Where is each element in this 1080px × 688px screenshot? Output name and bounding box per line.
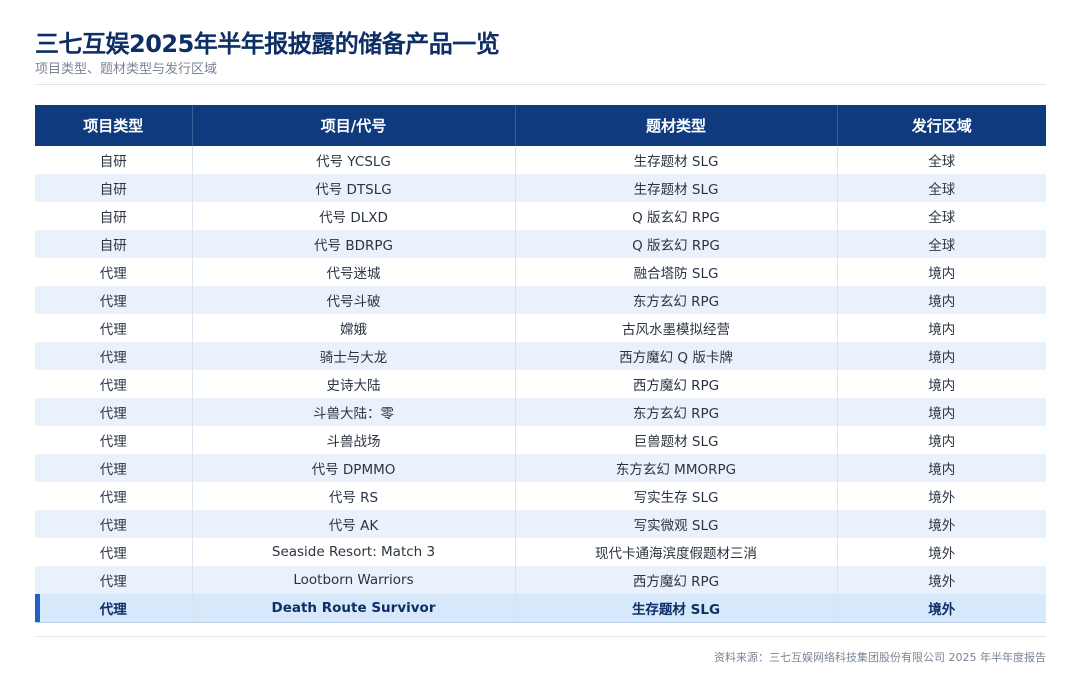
table-cell: 境外 (836, 482, 1046, 510)
table-cell: 境内 (836, 398, 1046, 426)
column-header: 发行区域 (836, 105, 1046, 146)
table-cell: 骑士与大龙 (191, 342, 515, 370)
table-cell: 东方玄幻 MMORPG (514, 454, 837, 482)
table-cell: 全球 (836, 202, 1046, 230)
table-cell: 现代卡通海滨度假题材三消 (514, 538, 837, 566)
table-row: 自研 代号 YCSLG 生存题材 SLG 全球 (35, 146, 1046, 174)
table-cell: 古风水墨模拟经营 (514, 314, 837, 342)
table-cell: 境内 (836, 426, 1046, 454)
table-cell: Death Route Survivor (191, 594, 515, 623)
table-cell: 代号 AK (191, 510, 515, 538)
table-cell: 代理 (35, 398, 192, 426)
table-cell: 西方魔幻 Q 版卡牌 (514, 342, 837, 370)
table-cell: 斗兽大陆：零 (191, 398, 515, 426)
table-cell: 自研 (99, 154, 127, 170)
table-cell: 代理 (99, 434, 127, 450)
table-cell: 生存题材 SLG (514, 146, 837, 174)
table-cell: 代理 (99, 266, 127, 282)
table-cell: 代号 YCSLG (191, 146, 515, 174)
table-body: 自研 代号 YCSLG 生存题材 SLG 全球 自研 代号 DTSLG 生存题材 SLG 全球… (35, 146, 1046, 623)
table-row: 代理 史诗大陆 西方魔幻 RPG 境内 (35, 370, 1046, 398)
table-cell: 斗兽战场 (191, 426, 515, 454)
table-cell: 全球 (836, 174, 1046, 202)
divider (35, 84, 1046, 85)
table-cell: 境内 (836, 314, 1046, 342)
table-cell: 西方魔幻 RPG (514, 566, 837, 594)
table-cell: 代号 RS (191, 482, 515, 510)
table-row: 代理 代号 AK 写实微观 SLG 境外 (35, 510, 1046, 538)
table-row: 代理 骑士与大龙 西方魔幻 Q 版卡牌 境内 (35, 342, 1046, 370)
table-cell: 东方玄幻 RPG (514, 286, 837, 314)
table-cell: 代理 (35, 342, 192, 370)
table-cell: Q 版玄幻 RPG (514, 202, 837, 230)
table-row: 代理 Death Route Survivor 生存题材 SLG 境外 (35, 594, 1046, 623)
table-cell: 代号迷城 (191, 258, 515, 286)
table-cell: 代理 (99, 490, 127, 506)
table-row: 代理 斗兽大陆：零 东方玄幻 RPG 境内 (35, 398, 1046, 426)
table-cell: 写实生存 SLG (514, 482, 837, 510)
table-cell: Seaside Resort: Match 3 (191, 538, 515, 566)
table-cell: 代号 DLXD (191, 202, 515, 230)
table-cell: 自研 (99, 210, 127, 226)
table-row: 代理 嫦娥 古风水墨模拟经营 境内 (35, 314, 1046, 342)
table-cell: 融合塔防 SLG (514, 258, 837, 286)
subtitle: 项目类型、题材类型与发行区域 (35, 62, 218, 77)
table-cell: 代号 DTSLG (191, 174, 515, 202)
table: 项目类型 项目/代号 题材类型 发行区域 自研 代号 YCSLG 生存题材 SLG 全球 自研… (35, 105, 1046, 623)
table-cell: 巨兽题材 SLG (514, 426, 837, 454)
table-cell: 生存题材 SLG (514, 594, 837, 623)
column-header: 项目类型 (35, 105, 192, 146)
title: 三七互娱2025年半年报披露的储备产品一览 (35, 30, 500, 58)
table-cell: 境外 (836, 510, 1046, 538)
table-cell: 境内 (836, 342, 1046, 370)
table-cell: 代理 (99, 322, 127, 338)
table-cell: 自研 (35, 230, 192, 258)
table-cell: 写实微观 SLG (514, 510, 837, 538)
table-cell: 境内 (836, 258, 1046, 286)
divider (35, 636, 1046, 637)
source-note: 资料来源：三七互娱网络科技集团股份有限公司 2025 年半年度报告 (714, 651, 1046, 664)
table-cell: Q 版玄幻 RPG (514, 230, 837, 258)
table-cell: 代号斗破 (191, 286, 515, 314)
table-cell: 代理 (35, 566, 192, 594)
table-cell: 代理 (99, 546, 127, 562)
table-cell: 境内 (836, 286, 1046, 314)
table-cell: 代理 (99, 378, 127, 394)
table-cell: 全球 (836, 146, 1046, 174)
table-cell: 嫦娥 (191, 314, 515, 342)
table-cell: 代理 (35, 594, 192, 623)
table-cell: Lootborn Warriors (191, 566, 515, 594)
table-row: 自研 代号 DTSLG 生存题材 SLG 全球 (35, 174, 1046, 202)
table-cell: 代理 (35, 454, 192, 482)
table-row: 代理 斗兽战场 巨兽题材 SLG 境内 (35, 426, 1046, 454)
table-row: 代理 代号 DPMMO 东方玄幻 MMORPG 境内 (35, 454, 1046, 482)
column-header: 项目/代号 (191, 105, 515, 146)
table-cell: 代理 (35, 286, 192, 314)
table-cell: 境外 (836, 566, 1046, 594)
table-cell: 代号 DPMMO (191, 454, 515, 482)
table-cell: 境内 (836, 454, 1046, 482)
table-row: 自研 代号 BDRPG Q 版玄幻 RPG 全球 (35, 230, 1046, 258)
table-cell: 全球 (836, 230, 1046, 258)
table-row: 代理 Seaside Resort: Match 3 现代卡通海滨度假题材三消 境外 (35, 538, 1046, 566)
table-cell: 东方玄幻 RPG (514, 398, 837, 426)
table-row: 自研 代号 DLXD Q 版玄幻 RPG 全球 (35, 202, 1046, 230)
table-row: 代理 代号 RS 写实生存 SLG 境外 (35, 482, 1046, 510)
table-cell: 境外 (836, 594, 1046, 623)
table-cell: 代理 (35, 510, 192, 538)
column-header: 题材类型 (514, 105, 837, 146)
header-row: 项目类型 项目/代号 题材类型 发行区域 (35, 105, 1046, 146)
table-cell: 代号 BDRPG (191, 230, 515, 258)
table-cell: 西方魔幻 RPG (514, 370, 837, 398)
table-cell: 生存题材 SLG (514, 174, 837, 202)
table-cell: 境外 (836, 538, 1046, 566)
table-row: 代理 Lootborn Warriors 西方魔幻 RPG 境外 (35, 566, 1046, 594)
table-cell: 境内 (836, 370, 1046, 398)
table-row: 代理 代号斗破 东方玄幻 RPG 境内 (35, 286, 1046, 314)
table-cell: 史诗大陆 (191, 370, 515, 398)
table-row: 代理 代号迷城 融合塔防 SLG 境内 (35, 258, 1046, 286)
table-cell: 自研 (35, 174, 192, 202)
